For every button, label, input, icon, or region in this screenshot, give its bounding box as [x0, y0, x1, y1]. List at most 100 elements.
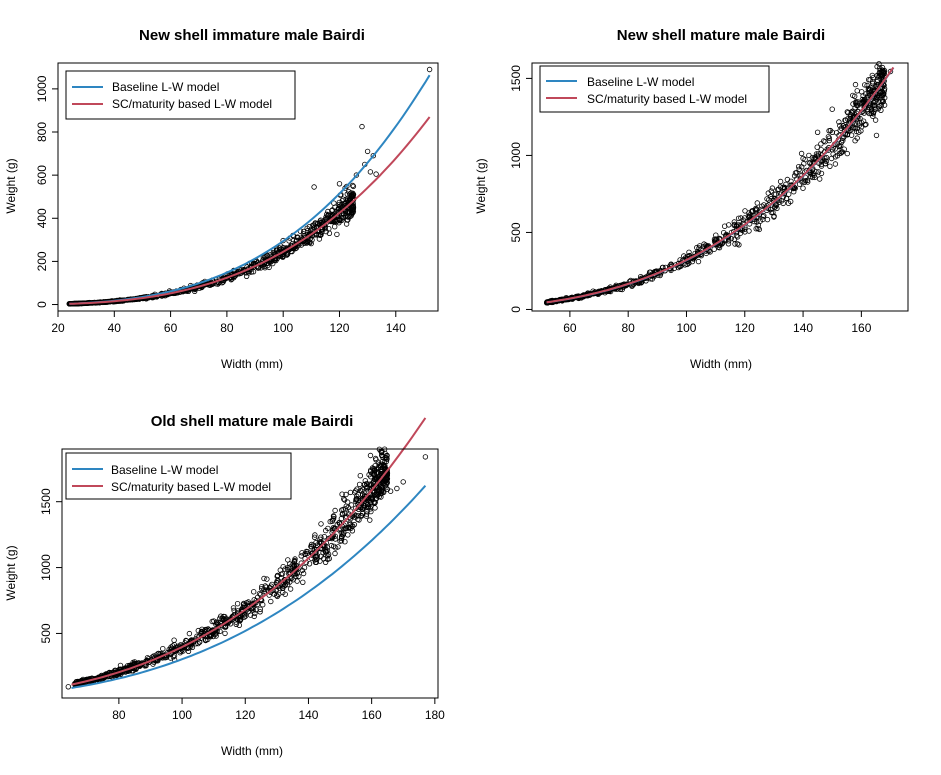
- x-tick-label: 140: [298, 708, 318, 722]
- x-tick-label: 80: [112, 708, 126, 722]
- data-point: [844, 150, 850, 157]
- data-point: [791, 185, 798, 191]
- x-tick-label: 120: [329, 321, 349, 335]
- y-axis-label: Weight (g): [4, 545, 18, 600]
- data-point: [400, 479, 406, 485]
- y-tick-label: 0: [509, 306, 523, 313]
- data-point: [330, 515, 337, 522]
- data-point: [311, 534, 318, 540]
- data-point: [240, 608, 246, 614]
- data-point: [818, 141, 824, 147]
- data-point: [850, 108, 856, 114]
- data-point: [826, 135, 833, 141]
- data-point: [377, 477, 383, 483]
- data-point: [875, 77, 881, 83]
- data-point: [217, 628, 223, 635]
- data-point: [372, 455, 379, 462]
- data-point: [339, 198, 345, 204]
- data-point: [250, 607, 256, 613]
- data-point: [800, 155, 806, 162]
- data-point: [343, 491, 349, 498]
- data-point: [798, 150, 805, 157]
- data-point: [284, 579, 291, 585]
- data-point: [859, 96, 866, 103]
- data-point: [370, 485, 376, 491]
- data-point: [768, 188, 774, 194]
- data-point: [222, 630, 228, 637]
- data-point: [260, 602, 266, 608]
- data-point: [285, 566, 291, 573]
- data-point: [844, 116, 851, 122]
- data-point: [345, 217, 351, 223]
- data-point: [736, 242, 742, 248]
- y-tick-label: 1500: [39, 488, 53, 515]
- data-point: [818, 147, 824, 153]
- data-point: [293, 573, 299, 579]
- data-point: [859, 100, 865, 106]
- data-point: [291, 562, 298, 569]
- data-point: [250, 589, 257, 595]
- data-point: [837, 127, 843, 134]
- data-point: [259, 586, 265, 592]
- data-point: [332, 533, 338, 539]
- data-point: [836, 119, 842, 125]
- data-point: [352, 489, 358, 496]
- axes-ticks: 20 40 60 80 100 120 140 0 200 400 600 800 1000: [35, 75, 406, 335]
- data-point: [872, 117, 879, 123]
- x-tick-label: 100: [273, 321, 293, 335]
- data-point: [876, 70, 882, 77]
- data-point: [792, 170, 799, 176]
- data-point: [731, 219, 737, 225]
- x-tick-label: 120: [235, 708, 255, 722]
- data-point: [826, 137, 832, 144]
- data-point: [280, 564, 286, 570]
- panel-new-shell-immature: New shell immature male Bairdi Width (mm…: [4, 27, 439, 371]
- data-point: [373, 466, 380, 473]
- data-point: [775, 186, 781, 193]
- data-point: [332, 536, 339, 542]
- data-point: [375, 470, 381, 476]
- data-point: [832, 161, 839, 167]
- data-point: [318, 521, 324, 527]
- sc-maturity-model-line: [546, 66, 895, 304]
- x-tick-label: 80: [220, 321, 234, 335]
- data-point: [234, 616, 240, 623]
- data-point: [311, 184, 317, 190]
- panel-title: New shell mature male Bairdi: [617, 27, 825, 44]
- x-tick-label: 20: [51, 321, 65, 335]
- data-point: [859, 89, 865, 95]
- data-point: [768, 209, 775, 216]
- data-point: [350, 182, 356, 189]
- data-point: [844, 109, 850, 115]
- data-point: [767, 193, 774, 200]
- data-point: [183, 637, 189, 644]
- data-point: [325, 525, 331, 532]
- data-point: [860, 118, 867, 124]
- data-point: [292, 557, 298, 564]
- data-point: [243, 273, 250, 279]
- data-point: [334, 231, 340, 238]
- y-tick-label: 1000: [509, 142, 523, 169]
- data-point: [202, 626, 208, 633]
- data-point: [426, 66, 433, 73]
- data-point: [219, 616, 225, 622]
- data-point: [832, 154, 839, 160]
- data-point: [312, 532, 318, 538]
- data-point: [878, 98, 884, 104]
- data-point: [833, 130, 840, 136]
- data-point: [332, 507, 338, 514]
- y-tick-label: 400: [35, 208, 49, 228]
- data-point: [344, 195, 351, 202]
- data-point: [825, 134, 832, 140]
- y-tick-label: 600: [35, 165, 49, 185]
- data-point: [711, 246, 717, 252]
- data-point: [814, 144, 820, 150]
- data-point: [858, 124, 865, 130]
- data-point: [822, 157, 828, 164]
- data-point: [323, 549, 329, 555]
- data-point: [310, 550, 316, 557]
- data-point: [379, 485, 385, 491]
- data-point: [367, 452, 374, 459]
- data-point: [878, 72, 884, 78]
